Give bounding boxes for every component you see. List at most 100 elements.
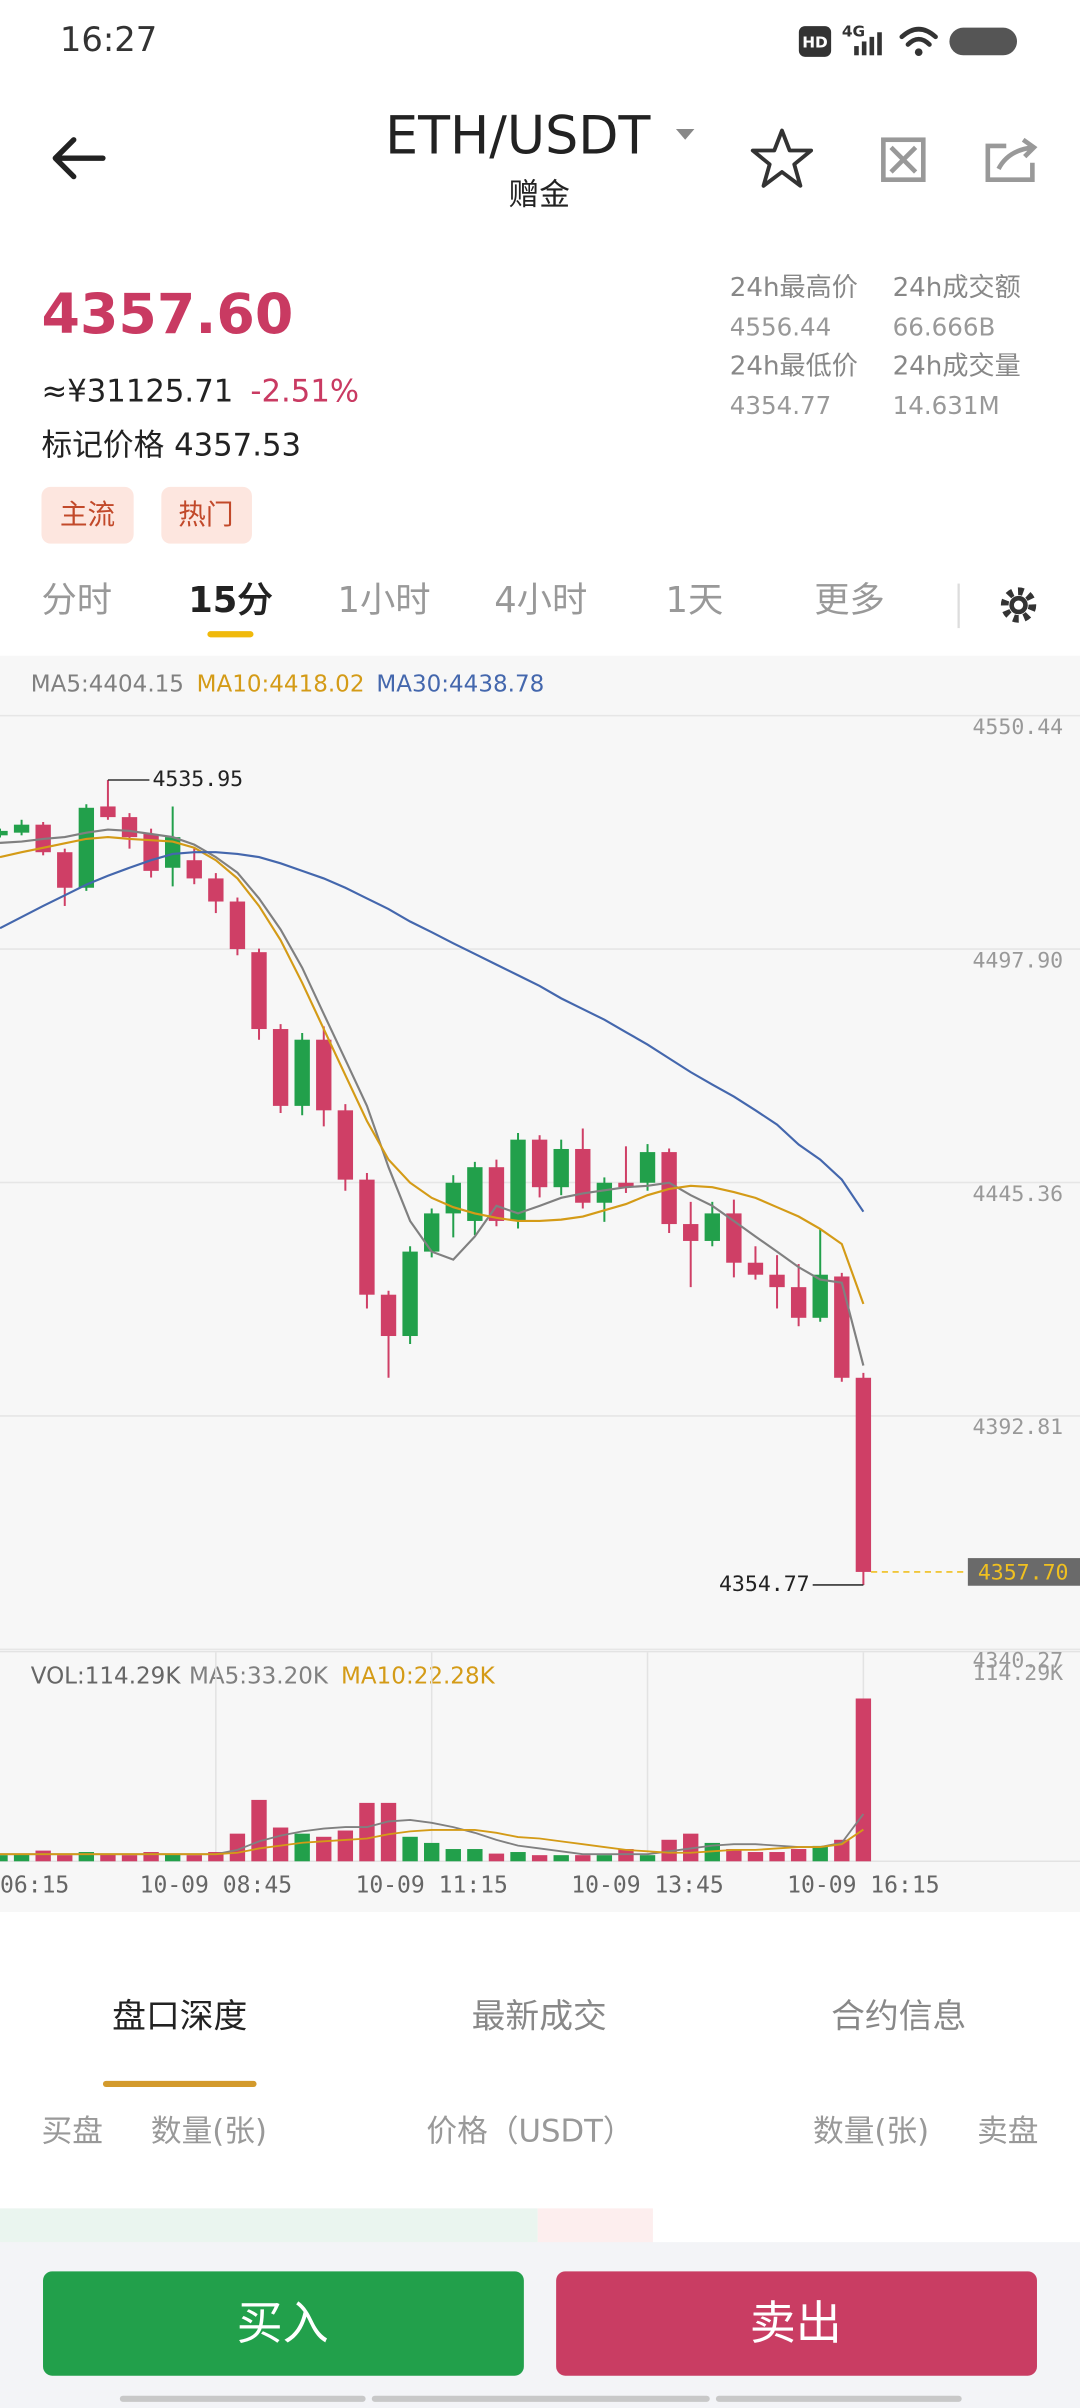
candle-body bbox=[596, 1182, 613, 1203]
volume-bar bbox=[143, 1852, 159, 1862]
sell-label[interactable]: 卖出 bbox=[750, 2296, 842, 2350]
stat-value: 66.666B bbox=[893, 313, 996, 342]
volume-bar bbox=[164, 1853, 181, 1862]
section-tab[interactable]: 合约信息 bbox=[831, 1996, 966, 2035]
y-tick-label: 4445.36 bbox=[972, 1182, 1063, 1207]
y-tick-label: 4497.90 bbox=[972, 948, 1063, 973]
candle-body bbox=[121, 817, 138, 838]
candle-body bbox=[380, 1294, 397, 1337]
tab-indicator bbox=[207, 631, 254, 638]
candle-body bbox=[0, 830, 8, 836]
candle-body bbox=[531, 1139, 548, 1188]
ma-line bbox=[0, 851, 865, 1213]
stat-label: 24h成交额 bbox=[893, 273, 1021, 303]
volume-bar bbox=[790, 1849, 807, 1862]
legend-entry: MA5:4404.15 bbox=[31, 671, 184, 697]
status-time: 16:27 bbox=[60, 20, 157, 59]
buy-label[interactable]: 买入 bbox=[237, 2296, 329, 2350]
interval-tab[interactable]: 4小时 bbox=[494, 580, 587, 621]
candle-body bbox=[13, 824, 30, 833]
ma-line bbox=[0, 836, 865, 1305]
pair-title[interactable]: ETH/USDT bbox=[385, 107, 651, 167]
signal-icon bbox=[854, 32, 882, 56]
pair-subtitle: 赠金 bbox=[509, 177, 570, 213]
volume-bar bbox=[402, 1836, 418, 1862]
volume-bar bbox=[35, 1850, 51, 1862]
candle-body bbox=[100, 806, 116, 818]
candle-body bbox=[78, 807, 95, 888]
tag-label[interactable]: 热门 bbox=[178, 498, 233, 531]
sell-button[interactable] bbox=[556, 2271, 1037, 2376]
interval-tab[interactable]: 更多 bbox=[814, 580, 885, 621]
section-tab[interactable]: 最新成交 bbox=[472, 1996, 607, 2035]
volume-bar bbox=[251, 1799, 267, 1862]
buy-button[interactable] bbox=[43, 2271, 524, 2376]
volume-ma-line bbox=[0, 1828, 864, 1856]
candle-body bbox=[747, 1262, 764, 1275]
favorite-button[interactable] bbox=[750, 128, 814, 188]
low-annotation: 4354.77 bbox=[719, 1572, 810, 1597]
interval-tab[interactable]: 1小时 bbox=[338, 580, 431, 621]
pair-dropdown[interactable] bbox=[675, 129, 695, 140]
interval-tab[interactable]: 分时 bbox=[41, 580, 112, 621]
volume-bar bbox=[812, 1845, 828, 1862]
tag-chip[interactable] bbox=[41, 486, 134, 544]
volume-bar bbox=[596, 1855, 613, 1862]
volume-bar bbox=[510, 1852, 526, 1862]
volume-bar bbox=[445, 1849, 461, 1862]
candle-body bbox=[618, 1182, 634, 1188]
volume-bar bbox=[424, 1842, 440, 1862]
candle-body bbox=[316, 1039, 332, 1111]
candle-body bbox=[769, 1274, 785, 1288]
back-button[interactable] bbox=[52, 137, 106, 180]
mark-price: 标记价格 4357.53 bbox=[41, 427, 301, 463]
volume-bar bbox=[186, 1855, 202, 1862]
candle-body bbox=[272, 1029, 289, 1106]
tag-label[interactable]: 主流 bbox=[60, 498, 115, 531]
volume-bar bbox=[575, 1855, 591, 1862]
interval-tab[interactable]: 1天 bbox=[665, 580, 723, 621]
legend-entry: MA10:4418.02 bbox=[197, 671, 365, 697]
stat-label: 24h最高价 bbox=[730, 273, 858, 303]
wifi-icon bbox=[899, 26, 938, 47]
chart-background bbox=[0, 655, 1080, 1912]
stat-value: 14.631M bbox=[893, 391, 1000, 420]
depth-bar-ask bbox=[537, 2208, 653, 2246]
legend-entry: MA5:33.20K bbox=[189, 1664, 329, 1690]
fullscreen-button[interactable] bbox=[881, 137, 926, 182]
ma-line bbox=[0, 828, 865, 1366]
volume-bar bbox=[726, 1849, 742, 1862]
column-header: 买盘 bbox=[41, 2114, 102, 2150]
volume-bar bbox=[359, 1802, 375, 1862]
nav-handle bbox=[119, 2395, 962, 2402]
last-price-box bbox=[967, 1558, 1080, 1586]
section-tab-active[interactable]: 盘口深度 bbox=[112, 1996, 247, 2035]
settings-button[interactable] bbox=[1000, 587, 1037, 623]
column-header: 价格（USDT） bbox=[426, 2114, 633, 2150]
network-label: 4G bbox=[842, 23, 865, 41]
volume-bar bbox=[229, 1833, 246, 1862]
y-tick-label: 114.29K bbox=[972, 1661, 1063, 1686]
legend-entry: VOL:114.29K bbox=[31, 1664, 182, 1690]
candle-body bbox=[855, 1377, 872, 1572]
cny-price: ≈¥31125.71 bbox=[41, 374, 233, 410]
x-tick-label: 10-09 13:45 bbox=[571, 1872, 723, 1898]
candle-body bbox=[790, 1287, 807, 1318]
share-button[interactable] bbox=[985, 137, 1038, 182]
y-tick-label: 4550.44 bbox=[972, 715, 1063, 740]
candle-body bbox=[337, 1110, 354, 1180]
stat-value: 4556.44 bbox=[730, 313, 832, 342]
last-price: 4357.60 bbox=[41, 283, 293, 347]
volume-bar bbox=[747, 1852, 764, 1862]
column-header: 卖盘 bbox=[977, 2114, 1038, 2150]
candle-body bbox=[229, 901, 246, 950]
candle-body bbox=[424, 1213, 440, 1252]
tag-chip[interactable] bbox=[161, 486, 252, 544]
hd-icon bbox=[798, 26, 832, 57]
candle-body bbox=[164, 837, 181, 868]
wifi-dot bbox=[914, 48, 923, 57]
legend-entry: MA10:22.28K bbox=[341, 1664, 496, 1690]
candle-body bbox=[208, 878, 224, 902]
interval-tab-active[interactable]: 15分 bbox=[188, 580, 272, 621]
